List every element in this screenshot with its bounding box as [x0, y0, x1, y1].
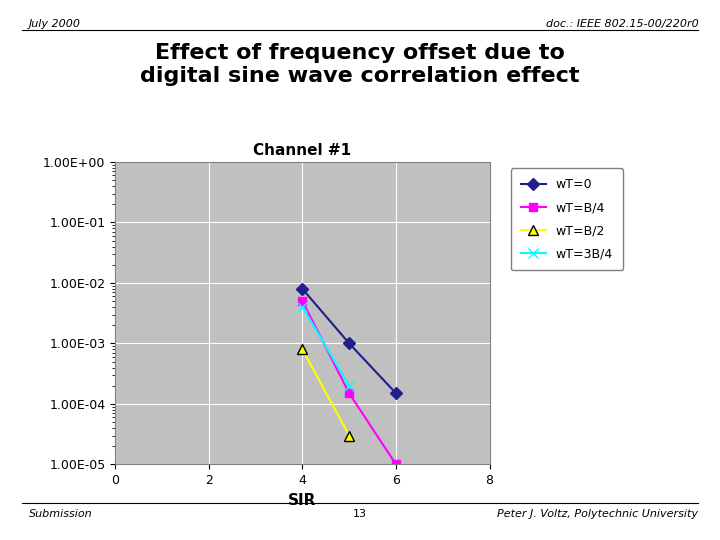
- wT=B/2: [298, 346, 307, 353]
- Text: Peter J. Voltz, Polytechnic University: Peter J. Voltz, Polytechnic University: [498, 509, 698, 519]
- Text: 13: 13: [353, 509, 367, 519]
- wT=3B/4: [345, 382, 354, 389]
- Text: Effect of frequency offset due to: Effect of frequency offset due to: [155, 43, 565, 63]
- wT=0: [345, 340, 354, 347]
- wT=3B/4: [298, 304, 307, 310]
- Line: wT=0: wT=0: [298, 285, 400, 397]
- wT=B/2: [345, 433, 354, 439]
- wT=B/4: [392, 461, 400, 468]
- Text: doc.: IEEE 802.15-00/220r0: doc.: IEEE 802.15-00/220r0: [546, 19, 698, 29]
- X-axis label: SIR: SIR: [288, 492, 317, 508]
- wT=0: [392, 390, 400, 396]
- Legend: wT=0, wT=B/4, wT=B/2, wT=3B/4: wT=0, wT=B/4, wT=B/2, wT=3B/4: [510, 168, 623, 270]
- wT=0: [298, 286, 307, 292]
- Line: wT=B/2: wT=B/2: [297, 345, 354, 441]
- Text: Submission: Submission: [29, 509, 92, 519]
- wT=B/4: [298, 298, 307, 305]
- wT=B/4: [345, 390, 354, 396]
- Text: July 2000: July 2000: [29, 19, 81, 29]
- Line: wT=3B/4: wT=3B/4: [297, 302, 354, 390]
- Line: wT=B/4: wT=B/4: [298, 297, 400, 469]
- Text: digital sine wave correlation effect: digital sine wave correlation effect: [140, 66, 580, 86]
- Title: Channel #1: Channel #1: [253, 143, 351, 158]
